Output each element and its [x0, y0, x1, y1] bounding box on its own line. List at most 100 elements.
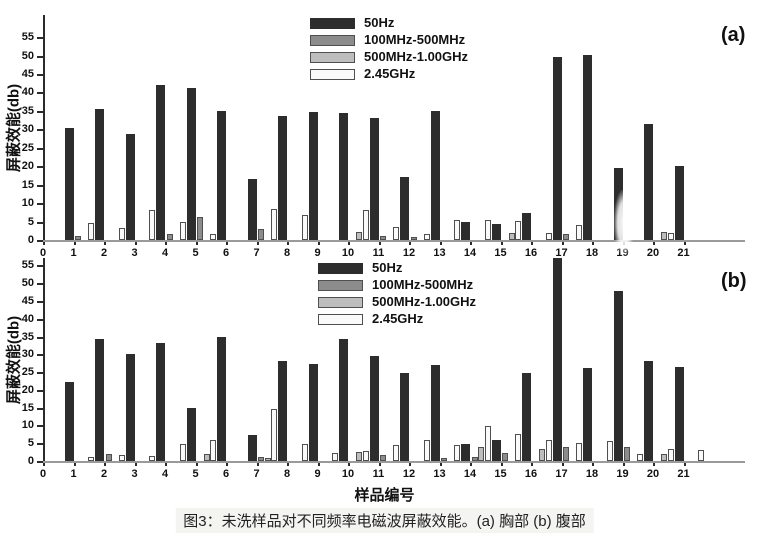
y-tick-label-a: 5: [27, 215, 34, 228]
y-tick-mark-b: [37, 372, 43, 375]
y-tick-label-a: 40: [21, 86, 34, 99]
y-tick-label-a: 0: [27, 234, 34, 246]
y-tick-mark-b: [37, 407, 43, 410]
bar-500MHz-1.00GHz-sample-20: [661, 232, 667, 240]
y-tick-label-a: 55: [21, 31, 34, 44]
bar-2.45GHz-sample-21: [698, 450, 704, 461]
x-tick-label-a: 15: [494, 247, 507, 259]
bar-50Hz-sample-14: [461, 222, 470, 240]
legend-swatch-icon: [318, 313, 363, 325]
bar-2.45GHz-sample-15: [515, 221, 521, 240]
x-tick-mark-b: [317, 463, 320, 466]
y-tick-mark-b: [37, 283, 43, 286]
x-tick-label-a: 21: [677, 247, 690, 259]
x-tick-label-a: 3: [131, 247, 138, 259]
bar-50Hz-sample-21: [674, 367, 684, 461]
y-tick-label-a: 35: [21, 104, 34, 117]
legend-a: 50Hz 100MHz-500MHz 500MHz-1.00GHz 2.45GHz: [310, 16, 468, 81]
bar-50Hz-sample-17: [552, 57, 562, 240]
legend-swatch-icon: [310, 34, 355, 46]
y-tick-mark-a: [37, 184, 43, 187]
x-tick-mark-b: [409, 463, 411, 466]
x-tick-label-b: 7: [253, 468, 260, 480]
legend-item: 500MHz-1.00GHz: [318, 295, 476, 309]
bar-500MHz-1.00GHz-sample-20: [661, 454, 667, 461]
y-tick-mark-a: [37, 147, 43, 150]
bar-2.45GHz-sample-7: [271, 409, 277, 461]
bar-100MHz-500MHz-sample-1: [75, 236, 81, 240]
x-tick-label-b: 17: [555, 468, 568, 480]
bar-2.45GHz-sample-5: [210, 234, 216, 240]
x-tick-label-b: 10: [341, 468, 355, 480]
x-tick-label-a: 16: [524, 247, 538, 259]
bar-2.45GHz-sample-12: [423, 440, 430, 461]
legend-item: 100MHz-500MHz: [310, 33, 468, 47]
y-tick-mark-a: [37, 166, 43, 169]
bar-100MHz-500MHz-sample-17: [563, 447, 569, 461]
bar-50Hz-sample-5: [186, 408, 196, 461]
legend-swatch-icon: [318, 279, 363, 291]
x-tick-mark-b: [256, 463, 259, 466]
bar-100MHz-500MHz-sample-7: [258, 229, 264, 240]
bar-2.45GHz-sample-1: [88, 457, 94, 461]
x-tick-mark-b: [470, 463, 472, 466]
legend-item: 500MHz-1.00GHz: [310, 50, 468, 64]
bar-50Hz-sample-9: [308, 112, 318, 240]
x-tick-mark-b: [287, 463, 289, 466]
x-tick-label-a: 10: [341, 247, 355, 259]
x-tick-mark-a: [43, 242, 45, 245]
x-tick-mark-b: [43, 463, 45, 466]
x-tick-label-a: 5: [192, 247, 199, 259]
y-tick-label-b: 55: [21, 259, 34, 272]
y-axis-line-b: [43, 258, 45, 463]
legend-swatch-icon: [318, 296, 363, 308]
x-tick-mark-b: [378, 463, 381, 466]
x-tick-label-a: 18: [585, 247, 599, 259]
x-tick-label-b: 9: [314, 468, 321, 480]
x-tick-mark-b: [226, 463, 228, 466]
bar-2.45GHz-sample-13: [454, 445, 460, 461]
x-tick-mark-a: [378, 242, 381, 245]
x-tick-mark-b: [104, 463, 106, 466]
bar-50Hz-sample-6: [217, 111, 226, 240]
y-tick-label-a: 10: [21, 197, 34, 210]
bar-500MHz-1.00GHz-sample-5: [203, 454, 210, 461]
bar-50Hz-sample-18: [583, 55, 592, 240]
bar-2.45GHz-sample-7: [271, 209, 277, 240]
legend-label: 50Hz: [364, 15, 395, 30]
bar-2.45GHz-sample-10: [362, 451, 369, 461]
bar-50Hz-sample-4: [156, 343, 165, 461]
bar-50Hz-sample-7: [247, 179, 257, 240]
y-tick-mark-b: [37, 318, 43, 321]
legend-swatch-icon: [318, 262, 363, 274]
x-tick-label-a: 20: [646, 247, 660, 259]
x-tick-label-a: 4: [161, 247, 169, 259]
y-tick-label-b: 45: [21, 295, 34, 308]
legend-item: 50Hz: [310, 16, 468, 30]
y-tick-label-b: 15: [21, 401, 34, 414]
bar-2.45GHz-sample-5: [210, 440, 216, 461]
bar-2.45GHz-sample-17: [576, 225, 582, 240]
bar-2.45GHz-sample-4: [179, 444, 186, 461]
y-tick-label-a: 30: [21, 123, 34, 136]
bar-50Hz-sample-3: [125, 134, 135, 240]
x-tick-label-b: 16: [524, 468, 538, 480]
legend-label: 500MHz-1.00GHz: [372, 294, 477, 309]
bar-500MHz-1.00GHz-sample-16: [539, 449, 545, 461]
bar-500MHz-1.00GHz-sample-15: [508, 233, 515, 240]
bar-2.45GHz-sample-19: [637, 454, 643, 461]
x-tick-label-b: 5: [192, 468, 199, 480]
x-tick-mark-a: [104, 242, 106, 245]
y-tick-label-a: 15: [21, 178, 34, 191]
bar-50Hz-sample-8: [278, 116, 287, 240]
bar-50Hz-sample-13: [430, 365, 440, 461]
x-tick-label-a: 2: [100, 247, 108, 259]
bar-50Hz-sample-19: [613, 291, 623, 461]
bar-2.45GHz-sample-10: [362, 210, 369, 240]
y-tick-label-b: 5: [27, 437, 34, 450]
y-tick-mark-b: [37, 461, 43, 463]
x-tick-label-b: 18: [585, 468, 599, 480]
x-tick-mark-b: [683, 463, 686, 466]
x-tick-mark-a: [73, 242, 76, 245]
bar-50Hz-sample-20: [644, 124, 653, 240]
